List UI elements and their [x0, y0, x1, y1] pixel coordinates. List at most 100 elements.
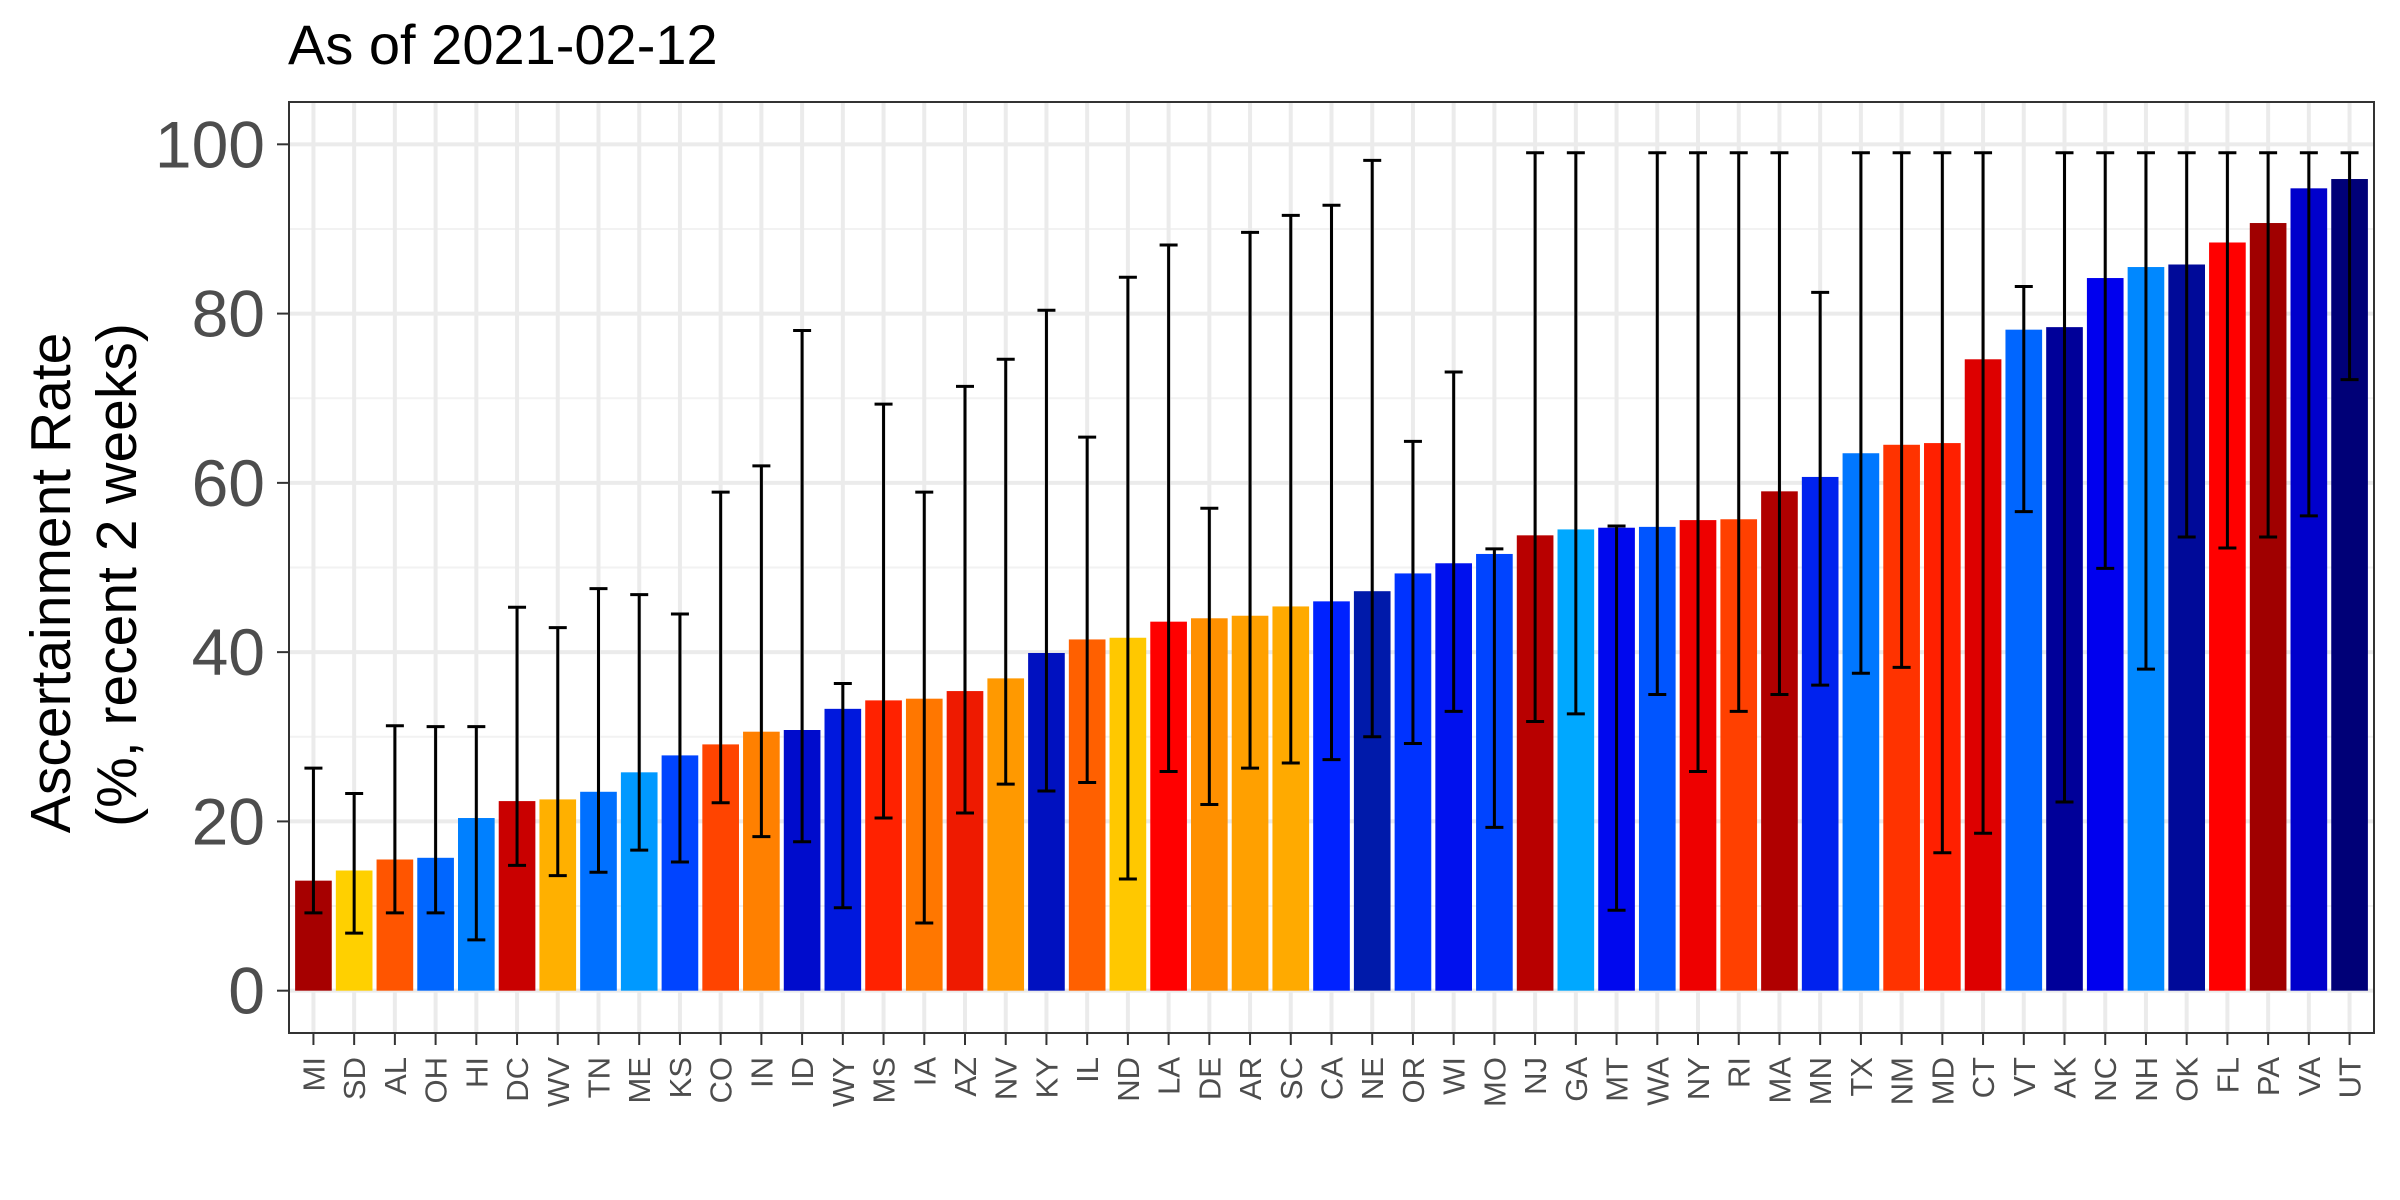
x-tick-label: NC	[2088, 1057, 2123, 1102]
x-tick-label: DE	[1192, 1057, 1227, 1100]
x-tick-label: DC	[500, 1057, 535, 1102]
x-tick-label: NH	[2129, 1057, 2164, 1102]
error-bar-PA	[2259, 151, 2278, 539]
x-tick-label: WI	[1437, 1057, 1472, 1095]
error-bar-IL	[1078, 435, 1097, 784]
error-bar-WY	[833, 681, 852, 910]
x-tick-label: CT	[1966, 1057, 2001, 1098]
error-bar-DE	[1200, 506, 1219, 806]
error-bar-AL	[385, 724, 404, 915]
x-tick-label: NJ	[1518, 1057, 1553, 1095]
error-bar-MT	[1607, 524, 1626, 912]
x-tick-label: IN	[744, 1057, 779, 1088]
x-tick-label: VA	[2292, 1057, 2327, 1096]
error-bar-NM	[1892, 151, 1911, 669]
error-bar-CA	[1322, 203, 1341, 762]
error-bar-ID	[793, 329, 812, 844]
error-bar-IN	[752, 464, 771, 839]
error-bar-UT	[2340, 151, 2359, 382]
error-bar-AZ	[955, 384, 974, 815]
y-tick-label: 80	[192, 277, 265, 351]
x-tick-label: AK	[2048, 1057, 2083, 1099]
x-tick-label: VT	[2007, 1057, 2042, 1097]
error-bar-WV	[548, 626, 567, 878]
x-tick-label: NE	[1355, 1057, 1390, 1100]
x-tick-label: TX	[1844, 1057, 1879, 1097]
x-tick-label: MD	[1925, 1057, 1960, 1105]
x-tick-label: MI	[296, 1057, 331, 1091]
x-tick-label: AL	[378, 1057, 413, 1095]
x-tick-label: CO	[704, 1057, 739, 1104]
y-tick-label: 100	[155, 107, 265, 181]
x-tick-label: SD	[337, 1057, 372, 1100]
chart-title: As of 2021-02-12	[288, 13, 718, 76]
x-tick-label: UT	[2333, 1057, 2368, 1098]
x-tick-label: MA	[1762, 1057, 1797, 1104]
x-tick-label: HI	[459, 1057, 494, 1088]
error-bar-VA	[2299, 151, 2318, 518]
x-tick-label: NY	[1681, 1057, 1716, 1100]
error-bar-AR	[1241, 230, 1260, 770]
error-bar-HI	[467, 725, 486, 942]
x-tick-label: MO	[1477, 1057, 1512, 1107]
x-tick-label: AZ	[948, 1057, 983, 1097]
error-bar-FL	[2218, 151, 2237, 550]
error-bar-MO	[1485, 547, 1504, 829]
error-bar-KS	[670, 612, 689, 864]
x-tick-label: FL	[2210, 1057, 2245, 1093]
error-bar-VT	[2014, 285, 2033, 514]
x-tick-label: OK	[2170, 1057, 2205, 1102]
x-tick-label: MT	[1600, 1057, 1635, 1102]
error-bar-RI	[1729, 151, 1748, 713]
x-tick-label: CA	[1315, 1057, 1350, 1100]
x-tick-label: ME	[622, 1057, 657, 1104]
error-bar-LA	[1159, 243, 1178, 773]
error-bar-ND	[1118, 275, 1137, 881]
error-bar-CT	[1974, 151, 1993, 835]
error-bar-MA	[1770, 151, 1789, 696]
error-bar-SC	[1281, 213, 1300, 765]
error-bar-OH	[426, 725, 445, 915]
x-tick-label: AR	[1233, 1057, 1268, 1100]
error-bar-NC	[2096, 151, 2115, 570]
x-tick-label: GA	[1559, 1057, 1594, 1102]
x-tick-label: KS	[663, 1057, 698, 1098]
x-tick-label: OR	[1396, 1057, 1431, 1104]
x-tick-label: WV	[541, 1057, 576, 1107]
x-tick-label: WA	[1640, 1057, 1675, 1106]
y-tick-label: 0	[228, 954, 265, 1028]
error-bar-MN	[1811, 290, 1830, 687]
x-tick-label: TN	[581, 1057, 616, 1098]
error-bar-TN	[589, 587, 608, 874]
x-tick-label: RI	[1722, 1057, 1757, 1088]
error-bar-MI	[304, 766, 323, 915]
x-tick-label: MN	[1803, 1057, 1838, 1105]
y-tick-label: 40	[192, 615, 265, 689]
error-bar-ME	[630, 593, 649, 852]
error-bar-CO	[711, 490, 730, 805]
x-axis: MI SD AL OH HI DC WV TN ME KS CO IN ID WY MS IA AZ NV KY IL…	[296, 1033, 2368, 1107]
error-bar-NV	[996, 357, 1015, 786]
x-tick-label: MS	[867, 1057, 902, 1104]
x-tick-label: OH	[419, 1057, 454, 1104]
error-bar-AK	[2055, 151, 2074, 804]
error-bar-NH	[2136, 151, 2155, 671]
y-axis-label-line-2: (%, recent 2 weeks)	[85, 323, 149, 827]
error-bar-NJ	[1526, 151, 1545, 724]
error-bar-OK	[2177, 151, 2196, 539]
error-bar-OR	[1403, 439, 1422, 746]
error-bar-NE	[1363, 158, 1382, 739]
error-bar-MD	[1933, 151, 1952, 855]
error-bar-WA	[1648, 151, 1667, 696]
x-tick-label: LA	[1152, 1057, 1187, 1095]
x-tick-label: NM	[1885, 1057, 1920, 1105]
error-bar-NY	[1689, 151, 1708, 773]
error-bar-WI	[1444, 370, 1463, 713]
x-tick-label: IL	[1070, 1057, 1105, 1083]
x-tick-label: SC	[1274, 1057, 1309, 1100]
x-tick-label: ND	[1111, 1057, 1146, 1102]
x-tick-label: NV	[989, 1057, 1024, 1100]
error-bar-DC	[508, 605, 527, 867]
y-axis-label: Ascertainment Rate (%, recent 2 weeks)	[19, 317, 149, 833]
